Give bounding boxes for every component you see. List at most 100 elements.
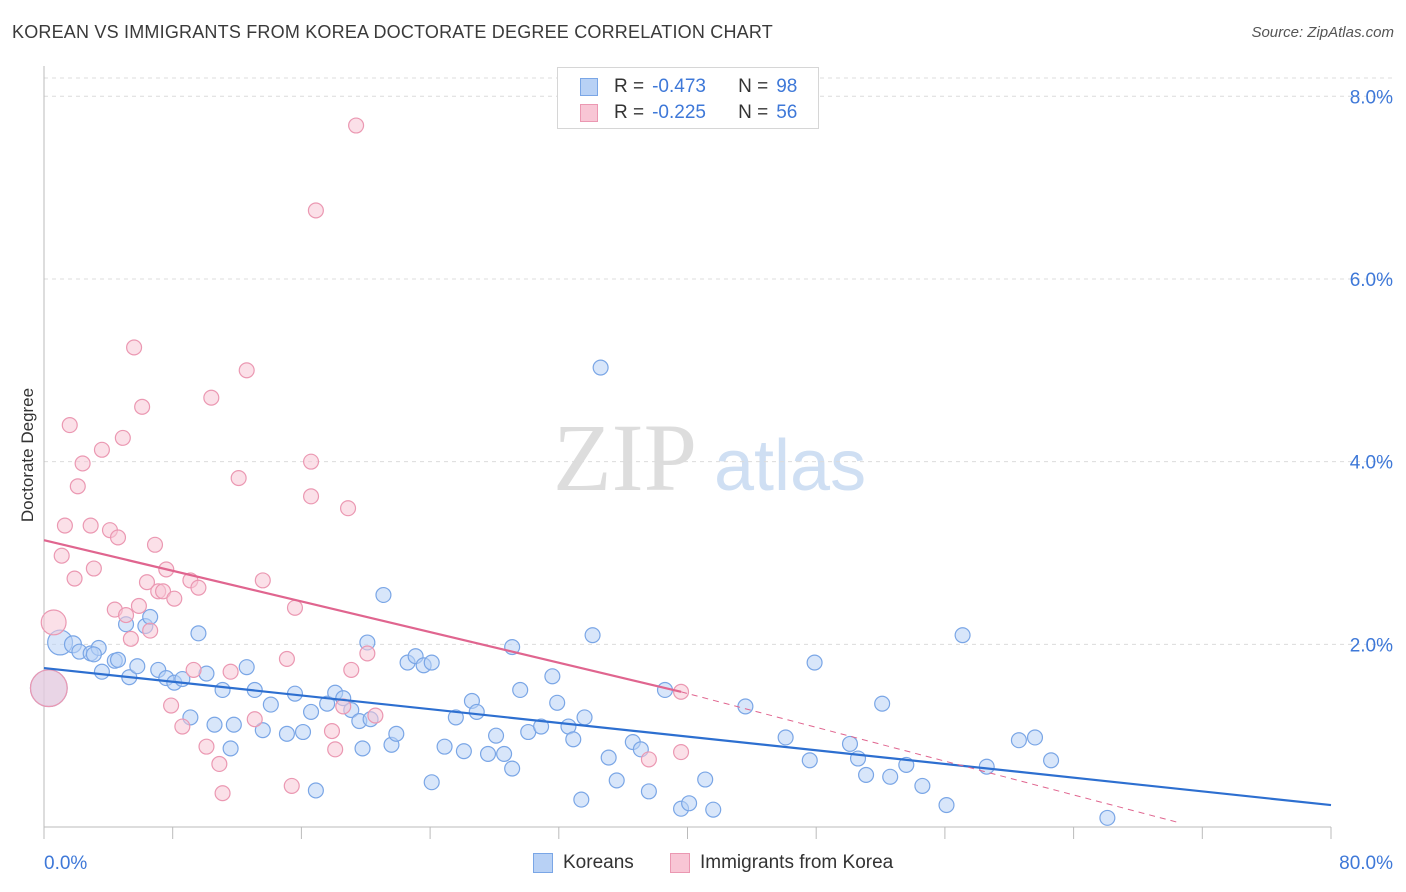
koreans-point bbox=[214, 681, 231, 699]
koreans-point bbox=[375, 586, 392, 604]
immigrants-point bbox=[66, 570, 83, 587]
immigrants-point bbox=[126, 339, 143, 356]
immigrants-point bbox=[163, 697, 180, 714]
koreans-point bbox=[190, 625, 207, 642]
immigrants-point bbox=[85, 560, 102, 577]
koreans-point bbox=[319, 695, 336, 712]
koreans-point bbox=[479, 745, 497, 762]
immigrants-point bbox=[166, 590, 183, 607]
koreans-point bbox=[584, 627, 601, 644]
immigrants-point bbox=[303, 488, 320, 505]
koreans-point bbox=[565, 731, 582, 748]
immigrants-swatch bbox=[670, 853, 690, 873]
koreans-point bbox=[608, 772, 625, 789]
watermark: ZIP atlas bbox=[553, 404, 866, 511]
koreans-point bbox=[93, 663, 110, 680]
koreans-point bbox=[109, 651, 127, 668]
immigrants-point bbox=[146, 536, 164, 553]
immigrants-point bbox=[56, 517, 73, 534]
koreans-point bbox=[544, 668, 561, 685]
immigrants-point bbox=[640, 751, 657, 768]
tick-labels: 2.0% 4.0% 6.0% 8.0% 0.0% 80.0% bbox=[44, 87, 1393, 874]
immigrants-point bbox=[69, 478, 86, 495]
koreans-point bbox=[206, 716, 223, 733]
koreans-point bbox=[1010, 732, 1027, 749]
koreans-point bbox=[142, 608, 159, 625]
n-value: 98 bbox=[776, 76, 798, 97]
immigrants-point bbox=[278, 650, 295, 667]
immigrants-point bbox=[359, 645, 376, 662]
koreans-point bbox=[938, 797, 955, 814]
immigrants-point bbox=[40, 609, 67, 636]
koreans-point bbox=[496, 745, 513, 762]
r-label: R = bbox=[614, 76, 645, 97]
koreans-point bbox=[512, 681, 529, 699]
koreans-point bbox=[388, 725, 405, 742]
immigrants-point bbox=[130, 597, 147, 615]
koreans-point bbox=[705, 801, 722, 818]
watermark-atlas: atlas bbox=[714, 426, 866, 506]
immigrants-point bbox=[303, 453, 320, 470]
immigrants-point bbox=[327, 741, 344, 758]
koreans-point bbox=[841, 735, 859, 752]
immigrants-point bbox=[343, 661, 360, 678]
immigrants-point bbox=[367, 707, 384, 724]
immigrants-point bbox=[154, 583, 172, 600]
koreans-point bbox=[423, 654, 440, 671]
koreans-point bbox=[225, 716, 242, 733]
source-label: Source: ZipAtlas.com bbox=[1251, 24, 1394, 41]
koreans-point bbox=[504, 760, 521, 777]
chart-title: KOREAN VS IMMIGRANTS FROM KOREA DOCTORAT… bbox=[12, 22, 773, 42]
immigrants-point bbox=[283, 777, 300, 794]
immigrants-point bbox=[109, 529, 127, 546]
y-tick-label: 2.0% bbox=[1350, 635, 1393, 656]
n-label: N = bbox=[738, 76, 769, 97]
koreans-point bbox=[549, 694, 566, 711]
immigrants-point bbox=[138, 574, 156, 591]
koreans-swatch bbox=[580, 78, 598, 96]
legend-label-immigrants: Immigrants from Korea bbox=[700, 852, 894, 873]
immigrants-point bbox=[230, 470, 247, 487]
immigrants-point bbox=[74, 455, 91, 472]
koreans-point bbox=[1099, 809, 1116, 826]
koreans-point bbox=[254, 722, 271, 739]
immigrants-point bbox=[134, 398, 151, 415]
immigrants-point bbox=[203, 389, 220, 406]
immigrants-point bbox=[142, 622, 159, 639]
koreans-point bbox=[576, 709, 593, 726]
immigrants-point bbox=[61, 417, 78, 434]
koreans-point bbox=[954, 627, 971, 644]
koreans-point bbox=[697, 771, 714, 788]
gridlines bbox=[44, 77, 1392, 645]
immigrants-point bbox=[53, 547, 70, 564]
legend-row-immigrants: R = -0.225 N = 56 bbox=[580, 101, 797, 125]
koreans-point bbox=[468, 703, 485, 720]
immigrants-point bbox=[198, 738, 215, 755]
koreans-point bbox=[858, 766, 875, 783]
x-tick-label: 0.0% bbox=[44, 853, 87, 874]
n-label: N = bbox=[738, 102, 769, 123]
immigrants-point bbox=[117, 607, 135, 624]
x-tick-label: 80.0% bbox=[1339, 853, 1393, 874]
koreans-point bbox=[978, 758, 995, 775]
koreans-point bbox=[681, 795, 698, 812]
legend-item-koreans: Koreans bbox=[533, 852, 634, 874]
koreans-point bbox=[573, 791, 590, 808]
koreans-point bbox=[801, 752, 818, 769]
immigrants-point bbox=[211, 755, 228, 773]
immigrants-point bbox=[185, 661, 202, 678]
r-value: -0.225 bbox=[652, 102, 706, 123]
immigrants-point bbox=[114, 429, 131, 446]
koreans-point bbox=[1026, 729, 1044, 746]
koreans-point bbox=[222, 740, 239, 757]
legend-label-koreans: Koreans bbox=[563, 852, 634, 873]
immigrants-point bbox=[340, 500, 357, 517]
immigrants-point bbox=[307, 202, 324, 219]
immigrants-point bbox=[82, 517, 99, 534]
immigrants-point bbox=[323, 723, 341, 740]
koreans-point bbox=[278, 725, 295, 742]
y-tick-label: 4.0% bbox=[1350, 453, 1393, 474]
trend-lines bbox=[43, 539, 1332, 823]
y-tick-label: 8.0% bbox=[1350, 87, 1393, 108]
koreans-swatch bbox=[533, 853, 553, 873]
